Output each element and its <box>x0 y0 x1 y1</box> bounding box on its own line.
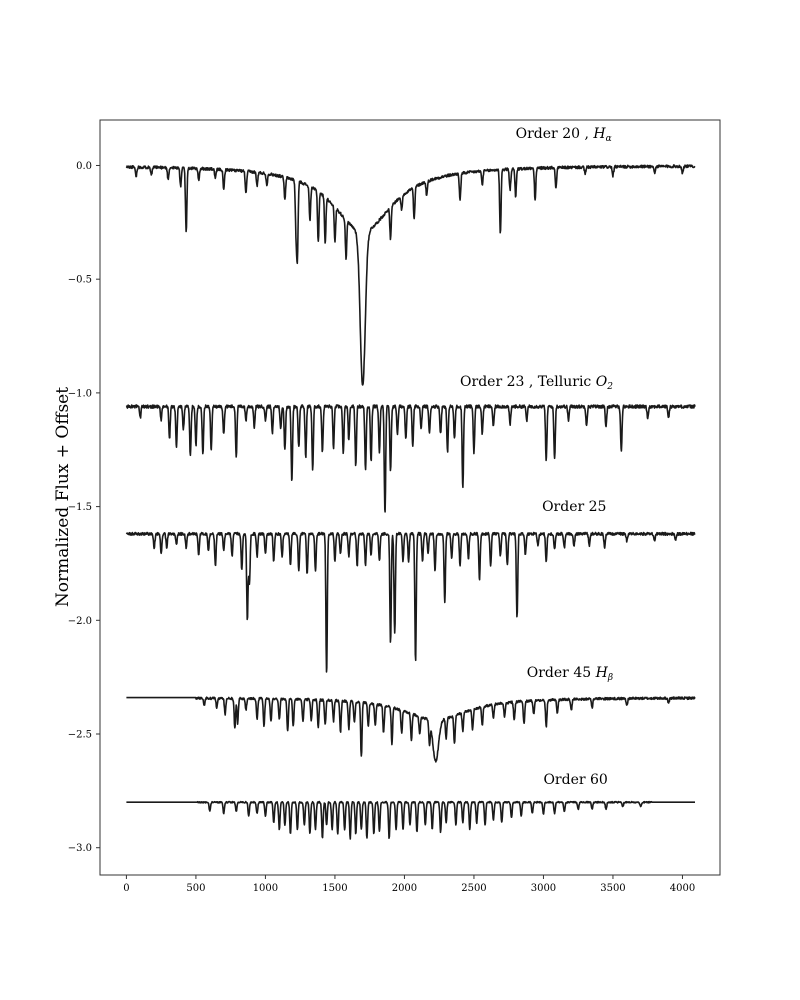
order-label-subscript: α <box>606 134 612 144</box>
x-axis: 0 500 1000 1500 2000 2500 3000 3500 4000 <box>123 875 695 894</box>
x-tick-label: 3500 <box>600 883 625 894</box>
x-tick-label: 4000 <box>670 883 695 894</box>
x-tick-label: 1000 <box>253 883 278 894</box>
y-tick-label: −2.0 <box>68 616 92 627</box>
order-label-text: Order 60 <box>543 772 607 788</box>
order-label: Order 20 , Hα <box>516 126 612 144</box>
spectra-lines <box>125 164 696 840</box>
order-label-subscript: β <box>607 673 613 683</box>
order-label-text: Order 25 <box>542 499 606 515</box>
y-tick-label: −1.5 <box>68 502 92 513</box>
order-label-symbol: O <box>596 374 608 390</box>
order-label-text: Order 45 <box>527 665 596 681</box>
order-label: Order 23 , Telluric O2 <box>460 374 613 392</box>
spectrum-line-order-1 <box>125 404 696 513</box>
plot-frame <box>99 119 721 876</box>
order-label: Order 45 Hβ <box>527 665 613 683</box>
x-tick-label: 0 <box>123 883 129 894</box>
y-tick-label: −3.0 <box>68 843 92 854</box>
y-tick-label: −1.0 <box>68 388 92 399</box>
y-tick-label: −0.5 <box>68 275 92 286</box>
spectrum-line-order-2 <box>125 531 696 673</box>
order-label-text: Order 20 , <box>516 126 594 142</box>
order-label-symbol: H <box>595 665 609 681</box>
order-label-subscript: 2 <box>606 382 613 392</box>
order-label-text: Order 23 , Telluric <box>460 374 596 390</box>
spectrum-line-order-0 <box>125 164 696 386</box>
y-tick-label: 0.0 <box>76 161 92 172</box>
order-label: Order 25 <box>542 499 606 515</box>
x-tick-label: 3000 <box>531 883 556 894</box>
order-label: Order 60 <box>543 772 607 788</box>
y-tick-label: −2.5 <box>68 730 92 741</box>
x-tick-label: 2500 <box>461 883 486 894</box>
spectrum-line-order-4 <box>126 800 696 840</box>
y-axis: 0.0 −0.5 −1.0 −1.5 −2.0 −2.5 −3.0 <box>68 161 100 854</box>
order-label-symbol: H <box>592 126 606 142</box>
spectrum-line-order-3 <box>126 696 696 763</box>
y-axis-label: Normalized Flux + Offset <box>53 387 73 607</box>
x-tick-label: 500 <box>186 883 205 894</box>
x-tick-label: 1500 <box>322 883 347 894</box>
x-tick-label: 2000 <box>392 883 417 894</box>
